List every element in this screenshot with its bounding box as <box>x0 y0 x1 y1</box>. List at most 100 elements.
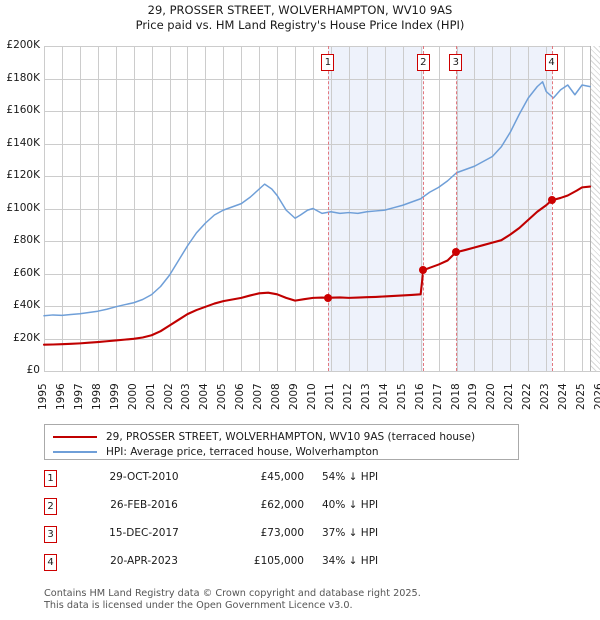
row-marker-number: 3 <box>44 526 57 543</box>
y-axis-tick-label: £20K <box>13 331 40 344</box>
transaction-marker-flag[interactable]: 3 <box>449 54 463 71</box>
transaction-marker-line <box>423 46 425 371</box>
table-row: 2 26-FEB-2016 £62,000 40% ↓ HPI <box>44 496 514 522</box>
transaction-point[interactable] <box>419 266 428 275</box>
x-axis-tick-label: 2019 <box>467 383 480 410</box>
legend-label-hpi: HPI: Average price, terraced house, Wolv… <box>106 446 379 458</box>
x-axis-tick-label: 2022 <box>521 383 534 410</box>
legend-swatch-hpi <box>53 451 97 453</box>
x-axis-tick-label: 2012 <box>341 383 354 410</box>
footer-line-2: This data is licensed under the Open Gov… <box>44 599 353 611</box>
gridline-horizontal <box>44 176 600 177</box>
row-hpi-delta: 34% ↓ HPI <box>322 555 379 567</box>
x-axis-tick-label: 2007 <box>252 383 265 410</box>
row-price: £73,000 <box>260 527 304 539</box>
transaction-marker-flag[interactable]: 4 <box>545 54 559 71</box>
transaction-marker-line <box>551 46 553 371</box>
x-axis-tick-label: 2025 <box>575 383 588 410</box>
x-axis-tick-label: 2009 <box>288 383 301 410</box>
transaction-point[interactable] <box>451 248 460 257</box>
page-title: 29, PROSSER STREET, WOLVERHAMPTON, WV10 … <box>0 3 600 33</box>
x-axis-tick-label: 2011 <box>323 383 336 410</box>
row-hpi-delta: 40% ↓ HPI <box>322 499 379 511</box>
y-axis-tick-label: £100K <box>6 201 40 214</box>
gridline-horizontal <box>44 78 600 80</box>
y-axis-tick-label: £120K <box>6 169 40 181</box>
row-hpi-delta: 37% ↓ HPI <box>322 527 379 539</box>
x-axis-tick-label: 2008 <box>270 383 283 410</box>
x-axis-tick-label: 2026 <box>593 383 600 410</box>
gridline-horizontal <box>44 371 600 372</box>
gridline-horizontal <box>44 208 600 210</box>
y-axis-tick-label: £80K <box>13 234 40 246</box>
row-price: £105,000 <box>253 555 304 567</box>
x-axis-tick-label: 2002 <box>162 383 175 410</box>
x-axis-tick-label: 2005 <box>216 383 229 410</box>
x-axis-tick-label: 2006 <box>234 383 247 410</box>
x-axis-tick-label: 1998 <box>90 383 103 410</box>
x-axis-tick-label: 1996 <box>54 383 67 410</box>
x-axis-tick-label: 2014 <box>377 383 390 410</box>
row-price: £62,000 <box>260 499 304 511</box>
transaction-point[interactable] <box>323 293 332 302</box>
transaction-marker-flag[interactable]: 1 <box>321 54 335 71</box>
row-date: 20-APR-2023 <box>110 555 178 567</box>
x-axis-tick-label: 2020 <box>485 383 498 410</box>
row-marker-number: 1 <box>44 470 57 487</box>
no-data-hatch <box>590 46 600 371</box>
footer-attribution: Contains HM Land Registry data © Crown c… <box>44 588 584 611</box>
row-marker-number: 2 <box>44 498 57 515</box>
x-axis-tick-label: 2018 <box>449 383 462 410</box>
legend-label-price-paid: 29, PROSSER STREET, WOLVERHAMPTON, WV10 … <box>106 431 476 443</box>
footer-line-1: Contains HM Land Registry data © Crown c… <box>44 588 421 599</box>
row-hpi-delta: 54% ↓ HPI <box>322 471 379 483</box>
x-axis-labels: 1995 1996 1997 1998 1999 2000 2001 2002 2003 2004… <box>37 372 600 412</box>
chart-plot-area: 1 2 3 4 £0 £20K £40K £60K £80K £100K £120K £140K £1… <box>6 39 600 376</box>
table-row: 3 15-DEC-2017 £73,000 37% ↓ HPI <box>44 524 514 550</box>
row-date: 15-DEC-2017 <box>109 527 179 539</box>
transaction-marker-flag[interactable]: 2 <box>416 54 430 71</box>
row-date: 29-OCT-2010 <box>109 471 179 483</box>
y-axis-tick-label: £160K <box>6 104 40 116</box>
y-axis-tick-label: £40K <box>13 299 40 311</box>
legend-item-hpi: HPI: Average price, terraced house, Wolv… <box>53 444 379 460</box>
y-axis-tick-label: £0 <box>26 364 40 376</box>
gridline-horizontal <box>44 143 600 145</box>
x-axis-tick-label: 2010 <box>306 383 319 410</box>
x-axis-tick-label: 2004 <box>198 383 211 410</box>
x-axis-tick-label: 2003 <box>180 383 193 410</box>
series-line-hpi <box>43 81 591 317</box>
y-axis-tick-label: £180K <box>6 71 40 84</box>
chart-legend: 29, PROSSER STREET, WOLVERHAMPTON, WV10 … <box>44 424 519 460</box>
x-axis-tick-label: 1997 <box>72 383 85 410</box>
row-marker-number: 4 <box>44 554 57 571</box>
x-axis-tick-label: 2015 <box>395 383 408 410</box>
x-axis-tick-label: 2001 <box>144 383 157 410</box>
x-axis-tick-label: 2024 <box>557 383 570 410</box>
x-axis-tick-label: 2021 <box>503 383 516 410</box>
gridline-horizontal <box>44 306 600 307</box>
row-price: £45,000 <box>260 471 304 483</box>
transaction-point[interactable] <box>547 196 556 205</box>
gridline-horizontal <box>44 111 600 112</box>
gridline-horizontal <box>44 273 600 275</box>
legend-item-price-paid: 29, PROSSER STREET, WOLVERHAMPTON, WV10 … <box>53 429 475 445</box>
y-axis-tick-label: £60K <box>13 266 40 279</box>
transaction-marker-line <box>327 46 329 371</box>
row-date: 26-FEB-2016 <box>110 499 178 511</box>
table-row: 1 29-OCT-2010 £45,000 54% ↓ HPI <box>44 468 514 494</box>
x-axis-tick-label: 2017 <box>431 383 444 410</box>
x-axis-tick-label: 2000 <box>126 383 139 410</box>
table-row: 4 20-APR-2023 £105,000 34% ↓ HPI <box>44 552 514 578</box>
transaction-marker-line <box>455 46 457 371</box>
x-axis-tick-label: 1995 <box>37 383 49 410</box>
x-axis-tick-label: 2013 <box>359 383 372 410</box>
chart-series-svg <box>42 81 592 346</box>
y-axis-tick-label: £140K <box>6 136 40 149</box>
gridline-horizontal <box>44 46 600 47</box>
gridline-horizontal <box>44 338 600 340</box>
title-line-2: Price paid vs. HM Land Registry's House … <box>135 18 465 32</box>
title-line-1: 29, PROSSER STREET, WOLVERHAMPTON, WV10 … <box>147 3 453 17</box>
gridline-horizontal <box>44 241 600 242</box>
x-axis-tick-label: 1999 <box>108 383 121 410</box>
